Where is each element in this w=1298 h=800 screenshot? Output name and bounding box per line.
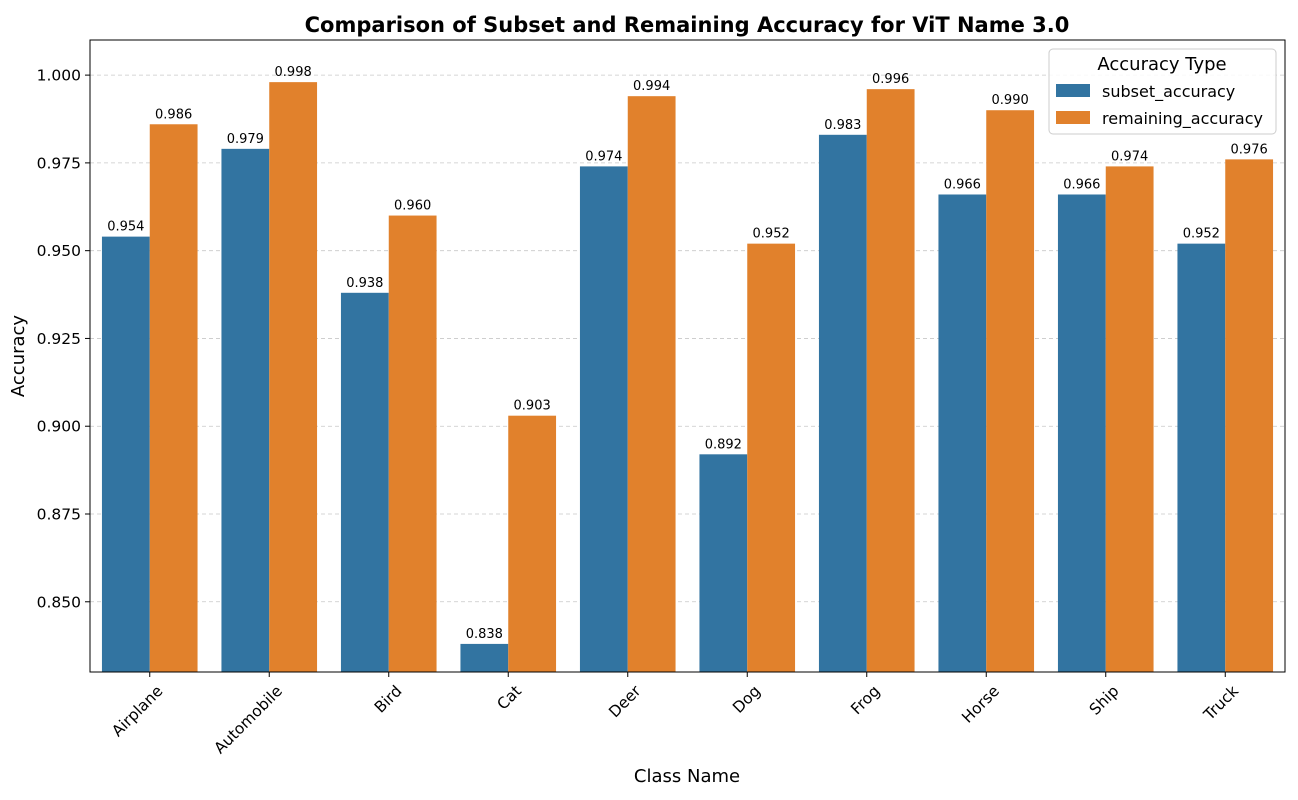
legend-label-remaining-accuracy: remaining_accuracy [1102,109,1263,129]
y-tick-label: 0.925 [37,330,81,348]
data-label-remaining-accuracy-cat: 0.903 [514,399,551,414]
data-label-remaining-accuracy-airplane: 0.986 [155,107,192,122]
plot-frame [89,39,1286,673]
data-label-remaining-accuracy-deer: 0.994 [633,79,670,94]
legend-swatch-subset-accuracy [1056,84,1090,97]
data-label-subset-accuracy-horse: 0.966 [944,177,981,192]
y-tick-label: 0.975 [37,154,81,172]
bar-remaining-accuracy-airplane [149,124,198,673]
data-label-remaining-accuracy-ship: 0.974 [1111,149,1148,164]
y-tick-label: 0.950 [37,242,81,260]
bar-subset-accuracy-bird [340,292,389,672]
data-label-subset-accuracy-bird: 0.938 [346,276,383,291]
bar-remaining-accuracy-cat [508,415,557,672]
bar-subset-accuracy-cat [460,643,509,672]
bars [101,82,1274,673]
data-label-subset-accuracy-automobile: 0.979 [227,132,264,147]
legend-label-subset-accuracy: subset_accuracy [1102,82,1235,102]
data-label-subset-accuracy-truck: 0.952 [1183,227,1220,242]
data-label-subset-accuracy-deer: 0.974 [585,149,622,164]
bar-subset-accuracy-truck [1177,243,1226,672]
data-label-subset-accuracy-frog: 0.983 [824,118,861,133]
bar-remaining-accuracy-horse [986,110,1035,672]
data-label-remaining-accuracy-truck: 0.976 [1231,142,1268,157]
y-axis-label: Accuracy [8,315,29,398]
bar-remaining-accuracy-ship [1105,166,1154,672]
y-tick-label: 1.000 [37,67,81,85]
bar-remaining-accuracy-truck [1225,159,1274,672]
data-label-subset-accuracy-ship: 0.966 [1063,177,1100,192]
data-label-subset-accuracy-dog: 0.892 [705,437,742,452]
data-label-remaining-accuracy-bird: 0.960 [394,199,431,214]
data-label-subset-accuracy-airplane: 0.954 [107,220,144,235]
legend: Accuracy Type subset_accuracy remaining_… [1048,48,1277,135]
bar-subset-accuracy-horse [938,194,987,672]
legend-swatch-remaining-accuracy [1056,111,1090,124]
y-tick-label: 0.850 [37,593,81,611]
bar-remaining-accuracy-automobile [269,82,318,673]
x-axis-label: Class Name [634,766,740,787]
bar-remaining-accuracy-bird [388,215,437,673]
data-label-subset-accuracy-cat: 0.838 [466,627,503,642]
bar-subset-accuracy-dog [699,454,748,672]
y-tick-label: 0.875 [37,506,81,524]
bar-remaining-accuracy-dog [747,243,796,672]
bar-subset-accuracy-deer [579,166,628,672]
bar-subset-accuracy-ship [1057,194,1106,672]
bar-subset-accuracy-automobile [221,148,270,672]
y-tick-label: 0.900 [37,418,81,436]
legend-box [1048,48,1277,135]
bar-subset-accuracy-airplane [101,236,150,672]
data-label-remaining-accuracy-frog: 0.996 [872,72,909,87]
chart-title: Comparison of Subset and Remaining Accur… [305,13,1070,37]
bar-subset-accuracy-frog [818,134,867,673]
legend-title: Accuracy Type [1097,54,1226,75]
y-axis-ticks: 0.850 0.875 0.900 0.925 0.950 0.975 1.000 [37,67,90,611]
data-label-remaining-accuracy-automobile: 0.998 [275,65,312,80]
data-label-remaining-accuracy-horse: 0.990 [992,93,1029,108]
bar-remaining-accuracy-deer [627,96,676,672]
data-labels: 0.954 0.986 0.979 0.998 0.938 0.960 0.838 0.903… [107,65,1268,642]
bar-remaining-accuracy-frog [866,89,915,672]
data-label-remaining-accuracy-dog: 0.952 [753,227,790,242]
